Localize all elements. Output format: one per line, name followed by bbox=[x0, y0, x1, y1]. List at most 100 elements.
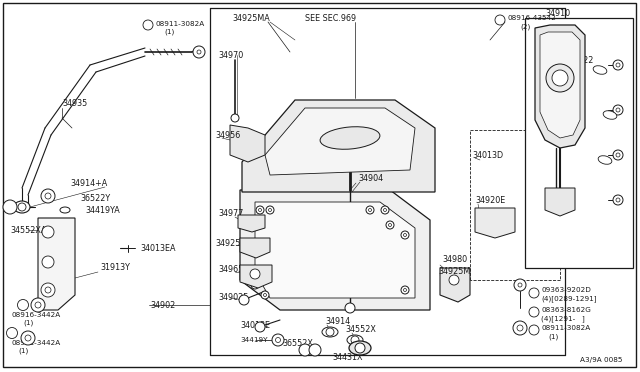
Circle shape bbox=[41, 283, 55, 297]
Circle shape bbox=[514, 279, 526, 291]
Text: 08911-3442A: 08911-3442A bbox=[11, 340, 60, 346]
Text: V: V bbox=[21, 302, 25, 308]
Circle shape bbox=[253, 283, 257, 286]
Circle shape bbox=[517, 325, 523, 331]
Circle shape bbox=[255, 322, 265, 332]
Circle shape bbox=[351, 336, 359, 344]
Text: 34970: 34970 bbox=[218, 51, 243, 60]
Circle shape bbox=[259, 208, 262, 212]
Text: (1): (1) bbox=[23, 320, 33, 326]
Circle shape bbox=[17, 299, 29, 311]
Circle shape bbox=[403, 289, 406, 292]
Circle shape bbox=[613, 60, 623, 70]
Text: 34914: 34914 bbox=[325, 317, 350, 327]
Text: 08916-43542: 08916-43542 bbox=[508, 15, 557, 21]
Circle shape bbox=[616, 63, 620, 67]
Circle shape bbox=[18, 203, 26, 211]
Text: 34922: 34922 bbox=[568, 55, 593, 64]
Circle shape bbox=[275, 337, 280, 343]
Text: 34925M: 34925M bbox=[438, 267, 470, 276]
Circle shape bbox=[366, 206, 374, 214]
Circle shape bbox=[309, 344, 321, 356]
Text: (4)[1291-   ]: (4)[1291- ] bbox=[541, 315, 585, 323]
Circle shape bbox=[613, 195, 623, 205]
Text: 34552XA: 34552XA bbox=[10, 225, 46, 234]
Circle shape bbox=[401, 286, 409, 294]
Text: 34980: 34980 bbox=[442, 256, 467, 264]
Text: S: S bbox=[532, 291, 536, 295]
Circle shape bbox=[272, 334, 284, 346]
Circle shape bbox=[449, 275, 459, 285]
Text: 34920E: 34920E bbox=[475, 196, 505, 205]
Circle shape bbox=[546, 64, 574, 92]
Text: A3/9A 0085: A3/9A 0085 bbox=[580, 357, 623, 363]
Text: 34013D: 34013D bbox=[472, 151, 503, 160]
Text: 34925NB: 34925NB bbox=[215, 238, 252, 247]
Text: 34904: 34904 bbox=[358, 173, 383, 183]
Text: 08911-3082A: 08911-3082A bbox=[155, 21, 204, 27]
Text: (1): (1) bbox=[548, 334, 558, 340]
Text: 34910: 34910 bbox=[545, 9, 570, 17]
Circle shape bbox=[31, 298, 45, 312]
Polygon shape bbox=[38, 218, 75, 310]
Polygon shape bbox=[240, 265, 272, 288]
Text: 34914+A: 34914+A bbox=[70, 179, 108, 187]
Circle shape bbox=[403, 234, 406, 237]
Polygon shape bbox=[545, 188, 575, 216]
Circle shape bbox=[613, 150, 623, 160]
Ellipse shape bbox=[322, 327, 338, 337]
Ellipse shape bbox=[60, 207, 70, 213]
Text: 34552X: 34552X bbox=[345, 326, 376, 334]
Circle shape bbox=[45, 193, 51, 199]
Ellipse shape bbox=[347, 335, 363, 345]
Text: 34965: 34965 bbox=[218, 266, 243, 275]
Polygon shape bbox=[535, 25, 585, 148]
Text: 08363-8162G: 08363-8162G bbox=[541, 307, 591, 313]
Ellipse shape bbox=[598, 156, 612, 164]
Circle shape bbox=[388, 224, 392, 227]
Circle shape bbox=[383, 208, 387, 212]
Ellipse shape bbox=[14, 201, 30, 213]
Circle shape bbox=[193, 46, 205, 58]
Text: (1): (1) bbox=[164, 29, 174, 35]
Circle shape bbox=[25, 335, 31, 341]
Text: N: N bbox=[10, 330, 14, 336]
Text: SEE SEC.969: SEE SEC.969 bbox=[305, 13, 356, 22]
Circle shape bbox=[231, 114, 239, 122]
Text: 34935: 34935 bbox=[62, 99, 87, 108]
Polygon shape bbox=[242, 100, 435, 192]
Circle shape bbox=[269, 208, 271, 212]
Circle shape bbox=[401, 231, 409, 239]
Circle shape bbox=[45, 287, 51, 293]
Circle shape bbox=[529, 288, 539, 298]
Text: V: V bbox=[498, 17, 502, 22]
Text: 36522Y: 36522Y bbox=[80, 193, 110, 202]
Circle shape bbox=[613, 105, 623, 115]
Circle shape bbox=[264, 294, 266, 296]
Text: 34431X: 34431X bbox=[333, 353, 364, 362]
Bar bbox=[525, 18, 633, 268]
Circle shape bbox=[386, 221, 394, 229]
Circle shape bbox=[266, 206, 274, 214]
Circle shape bbox=[616, 153, 620, 157]
Circle shape bbox=[616, 198, 620, 202]
Polygon shape bbox=[440, 268, 470, 302]
Circle shape bbox=[41, 189, 55, 203]
Circle shape bbox=[42, 226, 54, 238]
Circle shape bbox=[250, 269, 260, 279]
Text: 34013EA: 34013EA bbox=[140, 244, 175, 253]
Circle shape bbox=[616, 108, 620, 112]
Circle shape bbox=[299, 344, 311, 356]
Text: (4)[0289-1291]: (4)[0289-1291] bbox=[541, 296, 596, 302]
Circle shape bbox=[529, 325, 539, 335]
Circle shape bbox=[355, 343, 365, 353]
Polygon shape bbox=[540, 32, 580, 138]
Circle shape bbox=[381, 206, 389, 214]
Circle shape bbox=[369, 208, 371, 212]
Circle shape bbox=[42, 256, 54, 268]
Polygon shape bbox=[265, 108, 415, 175]
Circle shape bbox=[251, 281, 259, 289]
Text: S: S bbox=[532, 310, 536, 314]
Circle shape bbox=[3, 200, 17, 214]
Circle shape bbox=[261, 291, 269, 299]
